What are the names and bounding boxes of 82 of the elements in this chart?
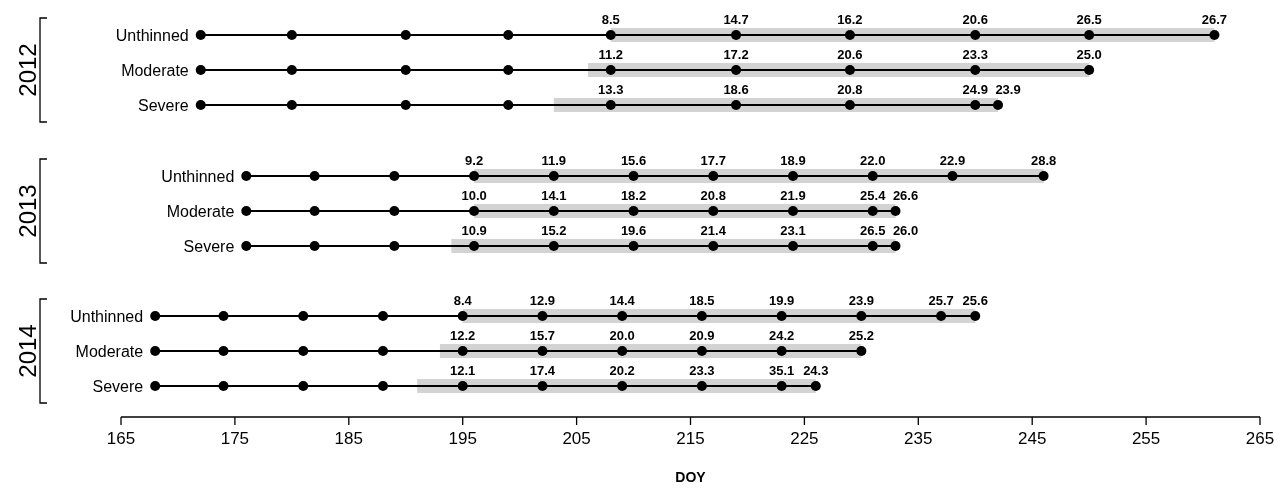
annotation: 17.2 bbox=[723, 47, 749, 62]
annotation: 12.2 bbox=[450, 328, 476, 343]
annotation: 26.0 bbox=[892, 223, 919, 238]
x-tick-label: 225 bbox=[790, 429, 819, 448]
annotation: 11.2 bbox=[598, 47, 624, 62]
annotation: 25.7 bbox=[928, 293, 954, 308]
annotation: 22.9 bbox=[939, 153, 966, 168]
annotation: 26.6 bbox=[892, 188, 919, 203]
annotation: 23.3 bbox=[689, 363, 715, 378]
annotation: 20.0 bbox=[609, 328, 635, 343]
y-tick-label: Severe bbox=[138, 96, 189, 114]
annotation: 20.2 bbox=[609, 363, 635, 378]
annotation: 21.9 bbox=[780, 188, 806, 203]
annotation: 20.8 bbox=[837, 82, 863, 97]
y-axis-title: 2014 bbox=[14, 324, 42, 378]
annotation: 23.9 bbox=[995, 82, 1021, 97]
annotation: 15.7 bbox=[529, 328, 556, 343]
y-tick-label: Severe bbox=[183, 237, 235, 255]
x-tick-label: 265 bbox=[1245, 429, 1275, 448]
annotation: 22.0 bbox=[860, 153, 886, 168]
annotation: 18.9 bbox=[780, 153, 806, 168]
x-tick-label: 175 bbox=[220, 429, 250, 448]
annotation: 8.5 bbox=[601, 12, 620, 27]
annotation: 20.6 bbox=[962, 12, 988, 27]
annotation: 24.9 bbox=[962, 82, 988, 97]
annotation: 18.5 bbox=[689, 293, 715, 308]
annotation: 23.9 bbox=[848, 293, 875, 308]
annotation: 20.8 bbox=[700, 188, 726, 203]
y-axis-title: 2013 bbox=[14, 184, 42, 238]
annotation: 12.1 bbox=[450, 363, 476, 378]
annotation: 17.4 bbox=[529, 363, 556, 378]
annotation: 24.2 bbox=[768, 328, 795, 343]
annotation: 17.7 bbox=[700, 153, 726, 168]
annotation: 14.1 bbox=[541, 188, 567, 203]
annotation: 10.0 bbox=[461, 188, 487, 203]
y-tick-label: Moderate bbox=[166, 202, 235, 220]
y-tick-label: Severe bbox=[92, 377, 144, 395]
annotation: 10.9 bbox=[461, 223, 487, 238]
annotation: 25.0 bbox=[1076, 47, 1102, 62]
annotation: 25.2 bbox=[848, 328, 875, 343]
x-axis-title: DOY bbox=[675, 469, 707, 485]
annotation: 11.9 bbox=[541, 153, 567, 168]
annotation: 15.6 bbox=[620, 153, 647, 168]
y-tick-label: Unthinned bbox=[115, 26, 189, 44]
annotation: 19.9 bbox=[768, 293, 795, 308]
y-tick-label: Unthinned bbox=[70, 307, 144, 325]
annotation: 28.8 bbox=[1030, 153, 1057, 168]
annotation: 18.2 bbox=[620, 188, 647, 203]
annotation: 13.3 bbox=[598, 82, 624, 97]
x-tick-label: 195 bbox=[448, 429, 477, 448]
annotation: 23.3 bbox=[962, 47, 988, 62]
annotation: 21.4 bbox=[700, 223, 727, 238]
annotation: 12.9 bbox=[529, 293, 556, 308]
x-tick-label: 215 bbox=[676, 429, 705, 448]
y-tick-label: Moderate bbox=[121, 61, 189, 79]
annotation: 23.1 bbox=[780, 223, 806, 238]
annotation: 25.6 bbox=[962, 293, 988, 308]
annotation: 24.3 bbox=[803, 363, 829, 378]
y-tick-label: Moderate bbox=[75, 342, 144, 360]
x-tick-label: 185 bbox=[334, 429, 363, 448]
annotation: 15.2 bbox=[541, 223, 567, 238]
annotation: 14.4 bbox=[609, 293, 636, 308]
annotation: 18.6 bbox=[723, 82, 749, 97]
annotation: 20.6 bbox=[837, 47, 863, 62]
x-tick-label: 235 bbox=[904, 429, 933, 448]
y-axis-title: 2012 bbox=[14, 43, 42, 97]
annotation: 14.7 bbox=[723, 12, 749, 27]
annotation: 35.1 bbox=[768, 363, 795, 378]
annotation: 16.2 bbox=[837, 12, 863, 27]
annotation: 26.5 bbox=[860, 223, 886, 238]
annotation: 26.5 bbox=[1076, 12, 1102, 27]
x-tick-label: 245 bbox=[1018, 429, 1047, 448]
x-tick-label: 255 bbox=[1131, 429, 1161, 448]
x-tick-label: 205 bbox=[562, 429, 591, 448]
y-tick-label: Unthinned bbox=[161, 167, 235, 185]
annotation: 26.7 bbox=[1201, 12, 1228, 27]
annotation: 9.2 bbox=[465, 153, 484, 168]
annotation: 8.4 bbox=[453, 293, 473, 308]
x-tick-label: 165 bbox=[106, 429, 136, 448]
annotation: 19.6 bbox=[620, 223, 647, 238]
annotation: 25.4 bbox=[860, 188, 887, 203]
annotation: 20.9 bbox=[689, 328, 715, 343]
